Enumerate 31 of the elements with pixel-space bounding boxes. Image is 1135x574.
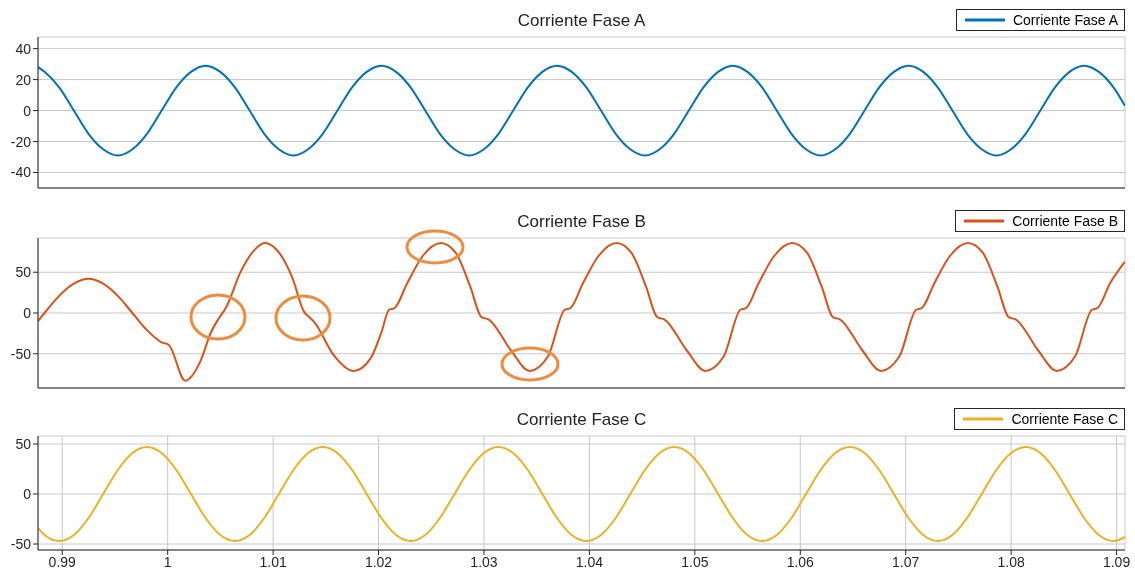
x-tick-label: 1.09 [1102,553,1131,570]
x-tick-label: 1.01 [259,553,287,570]
line-series [38,446,1125,542]
y-tick-label: 0 [23,102,32,119]
y-tick-label: -50 [10,535,32,552]
x-tick-label: 1.05 [681,553,709,570]
x-tick-label: 1.07 [892,553,920,570]
y-tick-label: 50 [15,435,32,452]
legend-label: Corriente Fase C [1011,410,1118,428]
chart-title: Corriente Fase B [517,212,646,231]
legend-label: Corriente Fase B [1012,212,1118,230]
chart-title: Corriente Fase C [516,410,647,429]
y-tick-label: 0 [23,304,32,321]
y-tick-label: -20 [10,133,32,150]
y-tick-label: -50 [10,345,32,362]
line-series [38,241,1125,382]
y-tick-label: 0 [23,485,32,502]
y-tick-label: 40 [15,40,32,57]
line-series [38,64,1125,157]
y-tick-label: -40 [10,164,32,181]
x-tick-label: 1.06 [786,553,815,570]
x-tick-label: 0.99 [48,553,77,570]
y-tick-label: 20 [15,71,32,88]
y-tick-label: 50 [15,264,32,281]
x-tick-label: 1 [163,553,172,570]
x-tick-label: 1.04 [575,553,604,570]
x-tick-label: 1.03 [470,553,498,570]
legend-label: Corriente Fase A [1012,11,1118,29]
x-tick-label: 1.08 [997,553,1025,570]
x-tick-label: 1.02 [364,553,393,570]
chart-title: Corriente Fase A [517,11,646,30]
